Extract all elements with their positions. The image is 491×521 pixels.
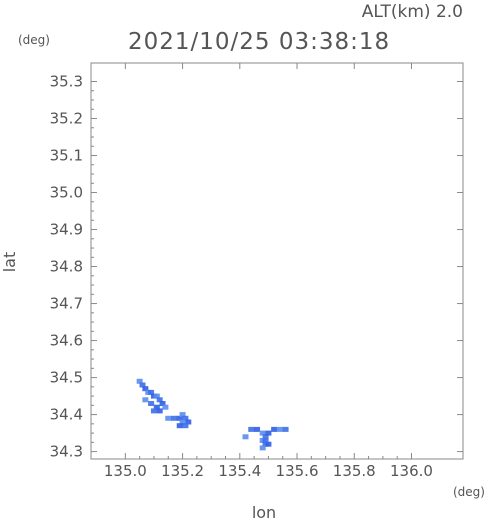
y-tick-label: 35.2 xyxy=(50,110,83,128)
x-axis-label: lon xyxy=(252,503,276,521)
echo-point xyxy=(185,419,192,425)
echo-point xyxy=(282,426,289,432)
echo-point xyxy=(259,430,266,436)
echo-point xyxy=(156,408,163,414)
y-unit-label: (deg) xyxy=(18,33,50,47)
echo-point xyxy=(265,441,272,447)
echo-point xyxy=(156,397,163,403)
x-tick-label: 135.4 xyxy=(218,462,261,480)
x-axis-ticks: 135.0 135.2 135.4 135.6 135.8 136.0 xyxy=(104,63,433,480)
plot-frame xyxy=(90,62,464,460)
echo-point xyxy=(170,415,177,421)
y-axis-label: lat xyxy=(0,252,19,273)
y-tick-label: 34.8 xyxy=(50,258,83,276)
echo-point xyxy=(242,434,249,440)
echo-point xyxy=(142,386,149,392)
echo-point xyxy=(182,415,189,421)
x-tick-label: 135.0 xyxy=(104,462,147,480)
y-tick-label: 35.3 xyxy=(50,73,83,91)
echo-point xyxy=(159,400,166,406)
y-tick-label: 34.3 xyxy=(50,443,83,461)
x-tick-label: 135.6 xyxy=(276,462,319,480)
echo-point xyxy=(142,397,149,403)
echo-point xyxy=(150,408,157,414)
y-axis-ticks: 34.3 34.4 34.5 34.6 34.7 34.8 34.9 35.0 35.1 35.2… xyxy=(50,73,463,461)
echo-point xyxy=(153,393,160,399)
x-unit-label: (deg) xyxy=(453,485,485,499)
y-tick-label: 34.4 xyxy=(50,406,83,424)
chart-title: 2021/10/25 03:38:18 xyxy=(128,29,390,55)
x-tick-label: 136.0 xyxy=(390,462,433,480)
echo-point xyxy=(148,389,155,395)
echo-points xyxy=(136,378,289,451)
y-tick-label: 35.1 xyxy=(50,147,83,165)
echo-point xyxy=(259,445,266,451)
y-tick-label: 34.6 xyxy=(50,332,83,350)
echo-point xyxy=(153,404,160,410)
echo-point xyxy=(248,426,255,432)
echo-point xyxy=(179,419,186,425)
echo-point xyxy=(139,382,146,388)
echo-point xyxy=(271,426,278,432)
echo-point xyxy=(136,378,143,384)
echo-point xyxy=(253,426,260,432)
echo-point xyxy=(176,423,183,429)
x-tick-label: 135.8 xyxy=(333,462,376,480)
echo-point xyxy=(262,437,269,443)
altitude-label: ALT(km) 2.0 xyxy=(362,2,463,22)
x-tick-label: 135.2 xyxy=(161,462,204,480)
echo-point xyxy=(276,426,283,432)
y-tick-label: 34.7 xyxy=(50,295,83,313)
echo-point xyxy=(182,423,189,429)
y-tick-label: 34.9 xyxy=(50,221,83,239)
echo-point xyxy=(162,404,169,410)
echo-point xyxy=(176,415,183,421)
y-tick-label: 35.0 xyxy=(50,184,83,202)
echo-point xyxy=(148,400,155,406)
echo-point xyxy=(265,430,272,436)
echo-point xyxy=(262,434,269,440)
echo-point xyxy=(165,415,172,421)
y-tick-label: 34.5 xyxy=(50,369,83,387)
echo-point xyxy=(179,412,186,418)
